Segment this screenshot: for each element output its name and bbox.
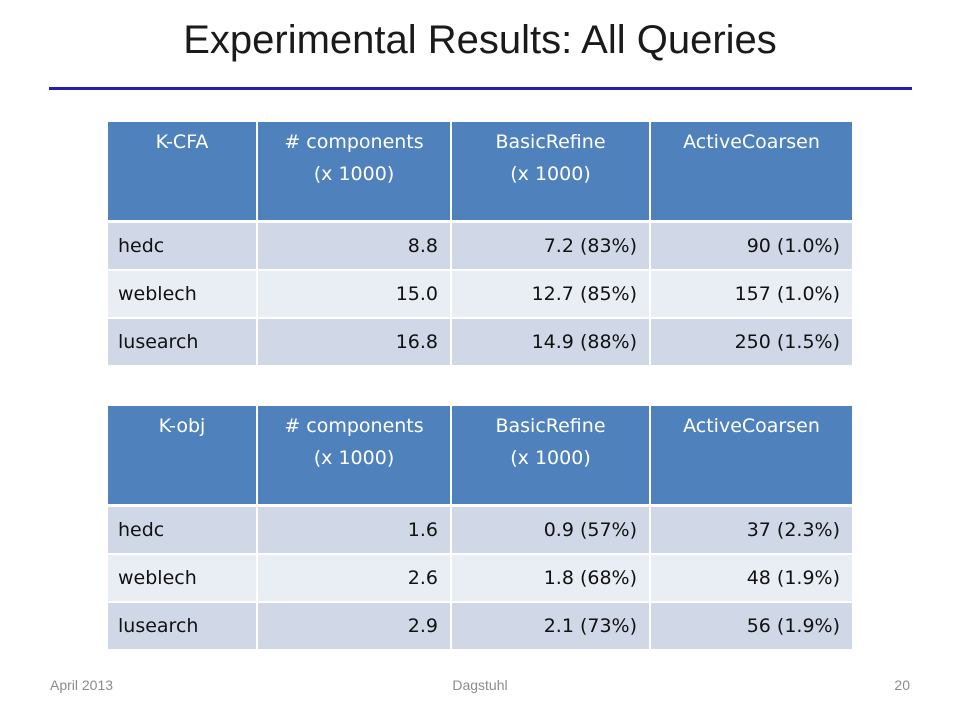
basicrefine-cell: 0.9 (57%) xyxy=(451,505,651,555)
table-row: hedc 8.8 7.2 (83%) 90 (1.0%) xyxy=(108,221,852,271)
benchmark-cell: weblech xyxy=(108,554,258,603)
header-line: K-obj xyxy=(158,415,206,437)
benchmark-cell: lusearch xyxy=(108,602,258,651)
components-cell: 2.9 xyxy=(257,602,452,651)
basicrefine-cell: 2.1 (73%) xyxy=(451,602,651,651)
slide-title: Experimental Results: All Queries xyxy=(183,18,777,62)
activecoarsen-cell: 37 (2.3%) xyxy=(650,505,852,555)
basicrefine-cell: 7.2 (83%) xyxy=(451,221,651,271)
header-cell-basicrefine: BasicRefine (x 1000) xyxy=(451,122,651,223)
header-line: ActiveCoarsen xyxy=(683,131,820,153)
header-line: BasicRefine xyxy=(495,131,606,153)
benchmark-cell: hedc xyxy=(108,221,258,271)
header-line: # components xyxy=(284,415,424,437)
components-cell: 16.8 xyxy=(257,318,452,367)
header-cell-analysis: K-obj xyxy=(108,406,258,507)
table-header-row: K-CFA # components (x 1000) BasicRefine … xyxy=(108,122,852,223)
activecoarsen-cell: 157 (1.0%) xyxy=(650,270,852,319)
benchmark-cell: hedc xyxy=(108,505,258,555)
header-line: # components xyxy=(284,131,424,153)
header-line: (x 1000) xyxy=(510,447,591,469)
activecoarsen-cell: 90 (1.0%) xyxy=(650,221,852,271)
activecoarsen-cell: 56 (1.9%) xyxy=(650,602,852,651)
table-row: hedc 1.6 0.9 (57%) 37 (2.3%) xyxy=(108,505,852,555)
header-cell-components: # components (x 1000) xyxy=(257,406,452,507)
benchmark-cell: weblech xyxy=(108,270,258,319)
basicrefine-cell: 14.9 (88%) xyxy=(451,318,651,367)
header-cell-analysis: K-CFA xyxy=(108,122,258,223)
components-cell: 15.0 xyxy=(257,270,452,319)
footer-date: April 2013 xyxy=(50,677,114,693)
table-header-row: K-obj # components (x 1000) BasicRefine … xyxy=(108,406,852,507)
header-line: (x 1000) xyxy=(313,163,395,185)
header-line: BasicRefine xyxy=(495,415,606,437)
results-table-kcfa: K-CFA # components (x 1000) BasicRefine … xyxy=(108,122,852,367)
header-line: ActiveCoarsen xyxy=(683,415,820,437)
header-cell-basicrefine: BasicRefine (x 1000) xyxy=(451,406,651,507)
header-cell-activecoarsen: ActiveCoarsen xyxy=(650,406,852,507)
header-line: (x 1000) xyxy=(313,447,395,469)
table-row: lusearch 2.9 2.1 (73%) 56 (1.9%) xyxy=(108,602,852,651)
activecoarsen-cell: 48 (1.9%) xyxy=(650,554,852,603)
components-cell: 8.8 xyxy=(257,221,452,271)
header-cell-activecoarsen: ActiveCoarsen xyxy=(650,122,852,223)
title-divider xyxy=(49,87,912,90)
results-table-kobj: K-obj # components (x 1000) BasicRefine … xyxy=(108,406,852,651)
footer-page-number: 20 xyxy=(894,677,910,693)
header-line: (x 1000) xyxy=(510,163,591,185)
benchmark-cell: lusearch xyxy=(108,318,258,367)
basicrefine-cell: 12.7 (85%) xyxy=(451,270,651,319)
activecoarsen-cell: 250 (1.5%) xyxy=(650,318,852,367)
components-cell: 1.6 xyxy=(257,505,452,555)
header-line: K-CFA xyxy=(155,131,209,153)
basicrefine-cell: 1.8 (68%) xyxy=(451,554,651,603)
table-row: weblech 2.6 1.8 (68%) 48 (1.9%) xyxy=(108,554,852,603)
components-cell: 2.6 xyxy=(257,554,452,603)
table-row: lusearch 16.8 14.9 (88%) 250 (1.5%) xyxy=(108,318,852,367)
table-row: weblech 15.0 12.7 (85%) 157 (1.0%) xyxy=(108,270,852,319)
footer-venue: Dagstuhl xyxy=(452,677,508,693)
header-cell-components: # components (x 1000) xyxy=(257,122,452,223)
